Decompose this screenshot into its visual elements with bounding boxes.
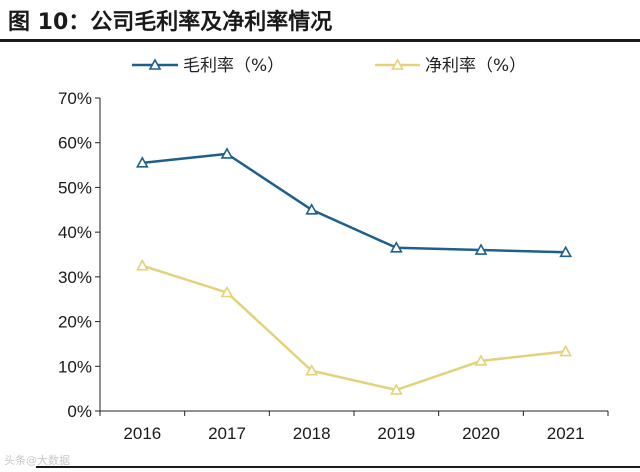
net-margin-line xyxy=(141,264,566,392)
bottom-divider xyxy=(36,466,640,468)
net-margin-point xyxy=(305,364,319,376)
legend-gross-margin-label: 毛利率（%） xyxy=(183,56,284,76)
y-tick-label: 50% xyxy=(58,178,92,197)
y-tick-label: 20% xyxy=(58,313,92,332)
y-tick-label: 60% xyxy=(58,134,92,153)
y-tick-label: 40% xyxy=(58,223,92,242)
x-tick-label: 2016 xyxy=(123,424,161,443)
gross-margin-point xyxy=(220,147,234,159)
x-tick-label: 2017 xyxy=(208,424,246,443)
title-divider xyxy=(0,39,640,42)
net-margin-point xyxy=(474,354,488,366)
y-tick-label: 70% xyxy=(58,89,92,108)
gross-margin-point xyxy=(305,203,319,215)
x-tick-label: 2020 xyxy=(462,424,500,443)
y-tick-label: 30% xyxy=(58,268,92,287)
gross-margin-point xyxy=(389,241,403,253)
figure-header: 图 10：公司毛利率及净利率情况 xyxy=(0,0,640,42)
y-tick-label: 0% xyxy=(67,402,92,421)
x-tick-label: 2021 xyxy=(547,424,585,443)
legend-net-margin-label: 净利率（%） xyxy=(425,56,526,76)
gross-margin-line xyxy=(142,152,566,254)
gross-margin-point xyxy=(135,156,149,168)
gross-margin-point xyxy=(559,245,573,258)
net-margin-point xyxy=(220,285,234,298)
net-margin-point xyxy=(559,344,573,357)
watermark: 头条@大数据 xyxy=(4,454,70,467)
legend-gross-margin-marker xyxy=(148,58,162,70)
line-chart: 0% 10% 20% 30% 40% 50% 60% 70% 2016 2017 2018 2019 2… xyxy=(58,56,609,443)
net-margin-point xyxy=(135,259,149,271)
x-tick-label: 2018 xyxy=(293,424,331,443)
net-margin-point xyxy=(389,383,403,395)
figure-title: 图 10：公司毛利率及净利率情况 xyxy=(8,10,333,35)
gross-margin-point xyxy=(474,243,488,255)
legend-net-margin-marker xyxy=(391,58,404,70)
x-tick-label: 2019 xyxy=(377,424,415,443)
y-tick-label: 10% xyxy=(58,357,92,376)
